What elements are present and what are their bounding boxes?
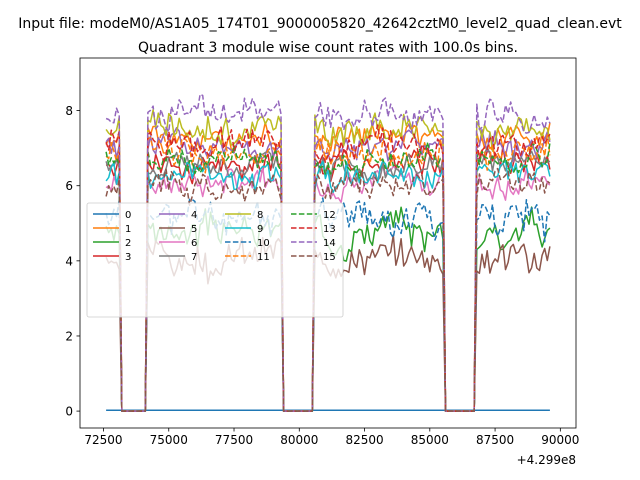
- plot-frame: [79, 57, 577, 429]
- x-tick-label: 90000: [541, 433, 579, 447]
- x-tick-label: 87500: [476, 433, 514, 447]
- y-tick-label: 4: [65, 254, 73, 268]
- y-tick-label: 8: [65, 104, 73, 118]
- legend-label-14: 14: [323, 238, 336, 249]
- x-tick-label: 72500: [84, 433, 122, 447]
- legend-label-12: 12: [323, 210, 336, 221]
- legend-box: [86, 202, 344, 318]
- legend-label-10: 10: [257, 238, 270, 249]
- axes: 72500 75000 77500 80000 82500 85000 87500 90000…: [65, 57, 579, 447]
- series-line-15: [105, 167, 551, 412]
- figure-suptitle: Input file: modeM0/AS1A05_174T01_9000005…: [18, 16, 622, 32]
- chart-title: Quadrant 3 module wise count rates with …: [138, 40, 518, 56]
- x-tick-label: 75000: [150, 433, 188, 447]
- y-tick-label: 0: [65, 405, 73, 419]
- legend-label-3: 3: [125, 252, 131, 263]
- y-tick-label: 2: [65, 329, 73, 343]
- legend-label-1: 1: [125, 224, 131, 235]
- series-line-14: [105, 93, 551, 412]
- legend-label-2: 2: [125, 238, 131, 249]
- legend-label-8: 8: [257, 210, 263, 221]
- x-tick-label: 85000: [411, 433, 449, 447]
- legend-label-6: 6: [191, 238, 197, 249]
- legend-label-0: 0: [125, 210, 131, 221]
- legend-label-7: 7: [191, 252, 197, 263]
- legend-label-13: 13: [323, 224, 336, 235]
- legend-label-9: 9: [257, 224, 263, 235]
- legend-label-4: 4: [191, 210, 197, 221]
- x-offset-label: +4.299e8: [517, 453, 576, 467]
- x-tick-label: 77500: [215, 433, 253, 447]
- legend-label-15: 15: [323, 252, 336, 263]
- legend-label-5: 5: [191, 224, 197, 235]
- x-tick-label: 82500: [345, 433, 383, 447]
- x-tick-label: 80000: [280, 433, 318, 447]
- legend-label-11: 11: [257, 252, 270, 263]
- y-tick-label: 6: [65, 179, 73, 193]
